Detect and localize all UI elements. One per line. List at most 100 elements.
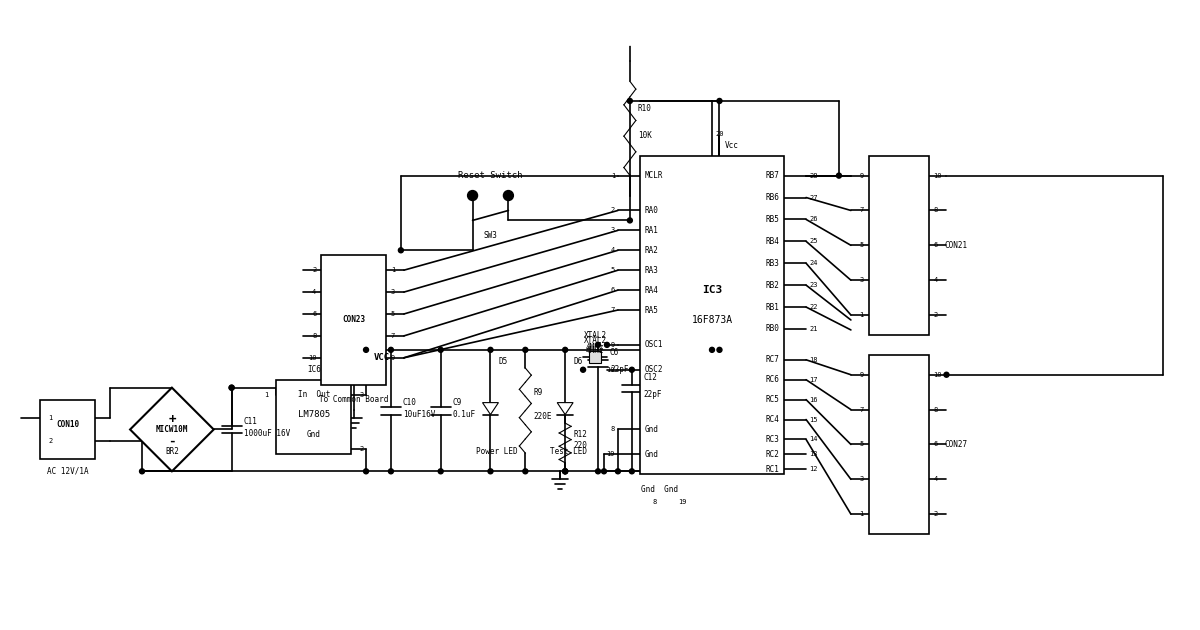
Text: 12: 12 <box>809 466 817 472</box>
Text: 5: 5 <box>859 442 864 447</box>
Text: CON27: CON27 <box>944 440 968 449</box>
Text: 8: 8 <box>611 427 614 432</box>
Text: RB5: RB5 <box>766 215 779 224</box>
Text: 220E: 220E <box>533 412 552 421</box>
Text: 0.1uF: 0.1uF <box>452 410 475 419</box>
Circle shape <box>438 347 443 352</box>
Text: XTAL2
4MHz: XTAL2 4MHz <box>583 336 606 355</box>
Text: 19: 19 <box>678 499 686 505</box>
Text: 17: 17 <box>809 377 817 382</box>
Text: 3: 3 <box>359 392 364 398</box>
Text: 7: 7 <box>859 207 864 214</box>
Text: +: + <box>168 413 175 426</box>
Text: 1: 1 <box>611 173 614 179</box>
Circle shape <box>605 342 610 347</box>
Text: 1000uF 16V: 1000uF 16V <box>244 429 290 438</box>
Text: RC7: RC7 <box>766 355 779 364</box>
Text: 8: 8 <box>312 333 317 339</box>
Text: 8: 8 <box>934 406 937 413</box>
Text: RB2: RB2 <box>766 280 779 290</box>
Text: 6: 6 <box>611 287 614 293</box>
Circle shape <box>836 173 841 178</box>
Text: RC5: RC5 <box>766 395 779 404</box>
Text: 10uF16V: 10uF16V <box>403 410 436 419</box>
Bar <box>276 380 352 454</box>
Bar <box>322 255 386 385</box>
Circle shape <box>364 347 368 352</box>
Text: CON23: CON23 <box>342 316 365 324</box>
Text: 4: 4 <box>611 248 614 253</box>
Text: 9: 9 <box>859 173 864 179</box>
Circle shape <box>504 190 514 200</box>
Text: RB3: RB3 <box>766 259 779 268</box>
Text: RC3: RC3 <box>766 435 779 444</box>
Text: 9: 9 <box>859 372 864 378</box>
Text: 8: 8 <box>653 499 656 505</box>
Circle shape <box>468 190 478 200</box>
Text: RB0: RB0 <box>766 324 779 333</box>
Text: IC6: IC6 <box>307 365 320 374</box>
Text: D6: D6 <box>574 357 582 366</box>
Text: RB7: RB7 <box>766 171 779 180</box>
Bar <box>640 156 784 474</box>
Text: Gnd: Gnd <box>307 430 320 439</box>
Text: BR2: BR2 <box>164 447 179 456</box>
Circle shape <box>601 469 606 474</box>
Text: IC3: IC3 <box>702 285 722 295</box>
Text: RB6: RB6 <box>766 193 779 202</box>
Text: VCC: VCC <box>374 353 390 362</box>
Circle shape <box>488 347 493 352</box>
Text: 4: 4 <box>934 277 937 283</box>
Text: SW3: SW3 <box>484 231 498 240</box>
Text: 16F873A: 16F873A <box>691 315 732 325</box>
Text: 6: 6 <box>934 442 937 447</box>
Circle shape <box>563 469 568 474</box>
Text: 2: 2 <box>48 438 53 444</box>
Text: R9: R9 <box>533 388 542 397</box>
Text: 6: 6 <box>934 243 937 248</box>
Circle shape <box>629 469 635 474</box>
Text: 23: 23 <box>809 282 817 288</box>
Text: 4: 4 <box>312 289 317 295</box>
Text: 4: 4 <box>934 476 937 483</box>
Text: 3: 3 <box>611 227 614 233</box>
Text: 7: 7 <box>611 307 614 313</box>
Text: 14: 14 <box>809 437 817 442</box>
Text: 5: 5 <box>611 267 614 273</box>
Text: 22pF: 22pF <box>610 365 629 374</box>
Polygon shape <box>130 387 214 471</box>
Text: 18: 18 <box>809 357 817 363</box>
Circle shape <box>616 469 620 474</box>
Text: 10: 10 <box>934 173 942 179</box>
Circle shape <box>523 469 528 474</box>
Text: RC4: RC4 <box>766 415 779 424</box>
Circle shape <box>364 469 368 474</box>
Circle shape <box>629 367 635 372</box>
Text: LM7805: LM7805 <box>298 410 330 419</box>
Text: CON10: CON10 <box>56 420 79 429</box>
Text: MICW10M: MICW10M <box>156 425 188 434</box>
Text: 24: 24 <box>809 260 817 266</box>
Text: RC1: RC1 <box>766 465 779 474</box>
Text: RA4: RA4 <box>644 285 659 295</box>
Circle shape <box>709 347 714 352</box>
Text: 10: 10 <box>606 367 614 373</box>
Text: 2: 2 <box>611 207 614 214</box>
Text: RA5: RA5 <box>644 306 659 314</box>
Text: 5: 5 <box>391 311 395 317</box>
Text: RB4: RB4 <box>766 237 779 246</box>
Text: Power LED: Power LED <box>475 447 517 456</box>
Text: Gnd  Gnd: Gnd Gnd <box>641 484 678 494</box>
Text: 28: 28 <box>809 173 817 179</box>
Text: MCLR: MCLR <box>644 171 664 180</box>
Text: RB1: RB1 <box>766 302 779 312</box>
Text: 7: 7 <box>391 333 395 339</box>
Text: RA2: RA2 <box>644 246 659 255</box>
Text: 3: 3 <box>859 476 864 483</box>
Text: 10: 10 <box>934 372 942 378</box>
Text: 6: 6 <box>312 311 317 317</box>
Bar <box>589 352 601 364</box>
Text: OSC2: OSC2 <box>644 365 664 374</box>
Text: 1: 1 <box>859 511 864 517</box>
Text: 1: 1 <box>264 392 269 398</box>
